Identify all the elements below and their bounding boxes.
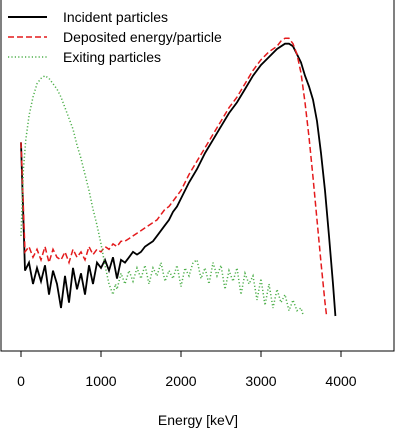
legend-label-incident-particles: Incident particles (63, 9, 168, 25)
series-line-exiting-particles (20, 74, 305, 317)
x-tick-label-0: 0 (17, 373, 25, 389)
x-tick-label-2000: 2000 (165, 373, 196, 389)
x-tick-label-3000: 3000 (245, 373, 276, 389)
series-layer (20, 37, 337, 317)
legend-label-exiting-particles: Exiting particles (63, 49, 161, 65)
legend: Incident particles Deposited energy/parti… (8, 9, 222, 65)
x-axis: 0 1000 2000 3000 4000 (17, 350, 357, 389)
series-line-deposited-energy-particle (20, 37, 328, 317)
legend-label-deposited-energy-particle: Deposited energy/particle (63, 29, 222, 45)
series-line-incident-particles (20, 42, 337, 317)
x-tick-label-1000: 1000 (85, 373, 116, 389)
x-axis-title: Energy [keV] (158, 412, 238, 428)
x-tick-label-4000: 4000 (325, 373, 356, 389)
